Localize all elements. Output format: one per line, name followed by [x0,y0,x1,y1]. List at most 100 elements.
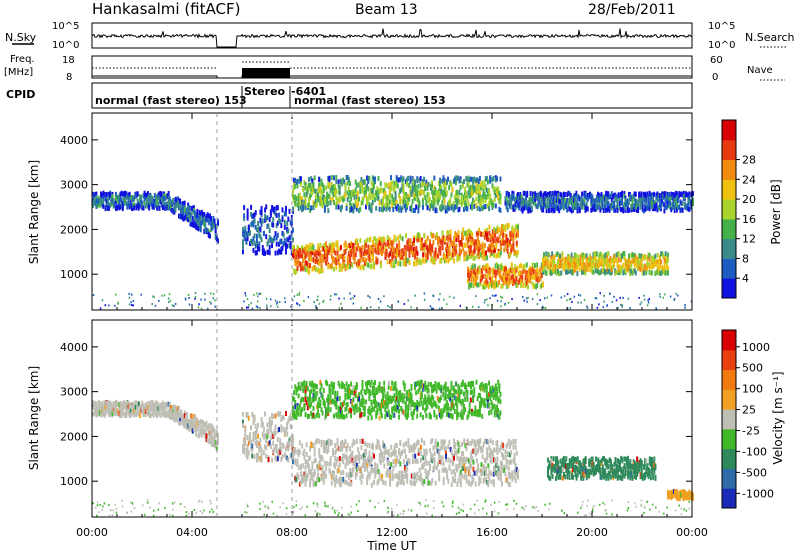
heatmap-cell [200,213,203,219]
heatmap-cell [366,183,369,189]
heatmap-cell [176,406,179,412]
heatmap-cell [499,273,502,279]
heatmap-cell [113,410,116,416]
heatmap-cell [582,258,585,264]
heatmap-cell [242,239,244,245]
heatmap-cell [344,266,347,272]
heatmap-cell [477,266,480,272]
heatmap-cell [522,282,525,288]
heatmap-cell [510,235,513,241]
heatmap-cell [591,268,594,274]
heatmap-cell [394,183,397,189]
heatmap-cell [419,176,422,182]
heatmap-cell [574,202,577,208]
heatmap-cell [312,181,315,187]
heatmap-cell [132,407,135,413]
heatmap-cell [350,261,353,267]
colorbar-swatch [722,139,736,161]
heatmap-cell [594,198,597,204]
heatmap-cell [331,241,334,247]
heatmap-cell [601,204,604,210]
heatmap-cell [181,208,184,214]
heatmap-cell [656,192,659,198]
colorbar-swatch [722,199,736,220]
heatmap-cell [624,257,627,263]
heatmap-cell [502,275,505,281]
heatmap-cell [469,268,472,274]
heatmap-cell [349,264,352,270]
heatmap-cell [606,207,609,213]
heatmap-cell [625,262,628,268]
heatmap-cell [674,201,677,207]
heatmap-cell [158,205,161,211]
heatmap-cell [536,204,539,210]
heatmap-cell [465,235,468,241]
y-tick-label: 4000 [60,134,88,147]
heatmap-cell [494,203,497,209]
heatmap-cell [304,260,307,266]
heatmap-cell [215,234,218,240]
heatmap-cell [497,186,500,192]
heatmap-cell [297,205,300,211]
heatmap-cell [467,201,470,207]
heatmap-cell [178,405,180,411]
heatmap-speckle [184,297,187,300]
heatmap-cell [592,255,595,261]
heatmap-cell [394,200,397,206]
heatmap-cell [539,266,542,272]
heatmap-cell [679,207,682,213]
heatmap-speckle [527,296,529,299]
heatmap-cell [469,244,471,250]
heatmap-cell [187,217,190,223]
heatmap-speckle [322,299,325,302]
heatmap-cell [585,262,588,268]
heatmap-cell [260,422,263,428]
heatmap-cell [349,255,352,261]
heatmap-cell [167,204,170,210]
heatmap-speckle [212,292,215,295]
heatmap-cell [310,186,313,192]
heatmap-cell [139,412,141,418]
heatmap-speckle [200,307,203,310]
cpid-segment-1: normal (fast stereo) 153 [95,94,247,107]
heatmap-cell [418,233,421,239]
heatmap-cell [151,400,154,406]
heatmap-cell [393,247,396,253]
heatmap-cell [444,185,447,191]
heatmap-cell [609,258,612,264]
heatmap-cell [602,254,605,260]
heatmap-cell [297,248,300,254]
heatmap-cell [499,176,502,182]
nave-label: Nave [747,65,773,76]
heatmap-cell [427,192,430,198]
heatmap-speckle [669,295,672,298]
heatmap-cell [445,247,447,253]
heatmap-cell [437,240,439,246]
heatmap-cell [472,183,475,189]
heatmap-cell [529,268,532,274]
heatmap-cell [597,204,600,210]
heatmap-speckle [258,292,261,295]
heatmap-cell [590,256,593,262]
heatmap-cell [393,263,396,269]
heatmap-cell [464,203,467,209]
heatmap-cell [627,191,630,197]
heatmap-cell [261,245,264,251]
heatmap-cell [521,196,524,202]
heatmap-cell [400,175,403,181]
heatmap-cell [431,243,434,249]
heatmap-cell [203,221,206,227]
heatmap-cell [206,425,209,431]
heatmap-cell [243,229,246,235]
heatmap-cell [623,193,626,199]
heatmap-speckle [171,304,174,307]
heatmap-cell [472,283,475,289]
heatmap-cell [643,206,646,212]
heatmap-cell [261,249,264,255]
heatmap-cell [438,245,441,251]
heatmap-cell [425,238,428,244]
heatmap-cell [155,405,158,411]
heatmap-cell [127,192,130,198]
heatmap-cell [568,191,571,197]
heatmap-cell [140,203,143,209]
